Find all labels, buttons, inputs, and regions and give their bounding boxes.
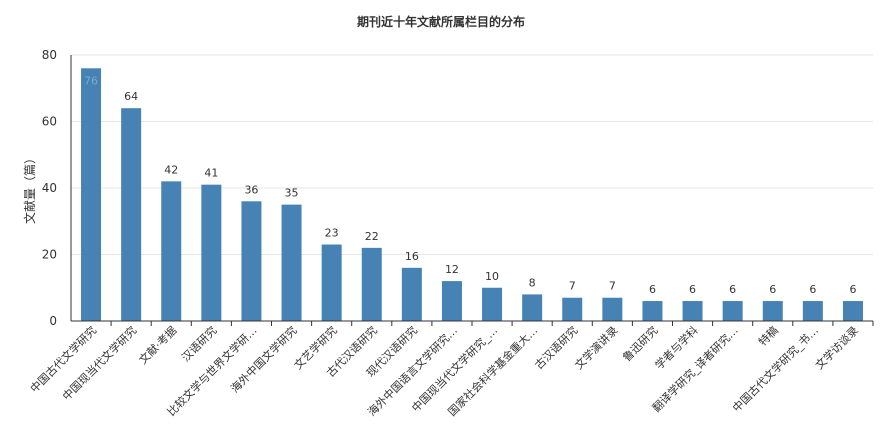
bar[interactable] — [482, 287, 503, 321]
data-label: 8 — [529, 276, 536, 289]
bar[interactable] — [842, 301, 863, 321]
bar[interactable] — [722, 301, 743, 321]
x-tick-label: 文学访谈录 — [812, 323, 861, 372]
y-tick-label: 80 — [42, 48, 57, 62]
gridlines — [71, 54, 873, 255]
bar[interactable] — [642, 301, 663, 321]
bar[interactable] — [161, 181, 182, 321]
data-label: 76 — [84, 74, 98, 87]
bar[interactable] — [121, 108, 142, 321]
data-label: 6 — [649, 283, 656, 296]
bar[interactable] — [562, 297, 583, 321]
data-label: 41 — [204, 167, 218, 180]
bar[interactable] — [401, 267, 422, 321]
x-tick-label: 文学演讲录 — [572, 323, 621, 372]
data-label: 16 — [405, 250, 419, 263]
data-label: 6 — [689, 283, 696, 296]
chart-title: 期刊近十年文献所属栏目的分布 — [357, 14, 525, 29]
x-tick-label: 中国古代文学研究 — [27, 323, 99, 395]
y-axis-label: 文献量（篇） — [22, 152, 37, 224]
data-label: 23 — [325, 227, 339, 240]
x-tick-label: 中国现当代文学研究 — [59, 323, 139, 403]
data-label: 6 — [729, 283, 736, 296]
x-tick-label: 特稿 — [755, 323, 780, 348]
bar[interactable] — [81, 68, 102, 321]
data-label: 6 — [849, 283, 856, 296]
bar[interactable] — [241, 201, 262, 321]
data-label: 7 — [609, 280, 616, 293]
bar[interactable] — [281, 204, 302, 321]
bar[interactable] — [522, 294, 543, 321]
data-label: 36 — [244, 183, 258, 196]
y-tick-label: 60 — [42, 115, 57, 129]
bar[interactable] — [321, 244, 342, 321]
bar[interactable] — [361, 247, 382, 321]
y-tick-label: 20 — [42, 248, 57, 262]
data-label: 7 — [569, 280, 576, 293]
x-tick-label: 鲁迅研究 — [620, 323, 661, 364]
bar[interactable] — [201, 184, 222, 321]
data-label: 35 — [285, 187, 299, 200]
bars — [81, 68, 863, 321]
x-tick-label: 汉语研究 — [178, 323, 219, 364]
data-label: 6 — [769, 283, 776, 296]
data-label: 6 — [809, 283, 816, 296]
y-tick-label: 40 — [42, 181, 57, 195]
x-tick-label: 海外中国文学研究 — [228, 323, 300, 395]
data-label: 42 — [164, 163, 178, 176]
y-tick-label: 0 — [49, 314, 57, 328]
data-label: 10 — [485, 270, 499, 283]
bar[interactable] — [682, 301, 703, 321]
bar[interactable] — [602, 297, 623, 321]
bar[interactable] — [441, 281, 462, 321]
data-label: 22 — [365, 230, 379, 243]
data-label: 64 — [124, 90, 138, 103]
x-tick-label: 文献·考据 — [136, 323, 179, 366]
bar[interactable] — [802, 301, 823, 321]
bar[interactable] — [762, 301, 783, 321]
data-label: 12 — [445, 263, 459, 276]
